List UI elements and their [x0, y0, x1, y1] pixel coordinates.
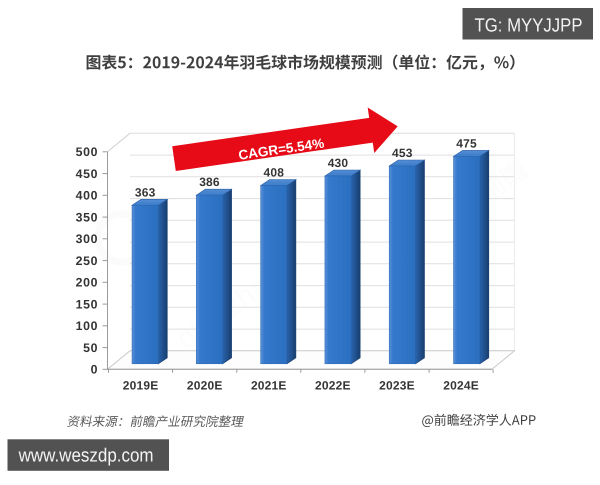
- svg-text:453: 453: [392, 146, 413, 160]
- svg-text:100: 100: [76, 319, 99, 333]
- svg-text:500: 500: [76, 145, 99, 159]
- svg-text:50: 50: [83, 341, 98, 355]
- svg-text:TG: MYYJJPP: TG: MYYJJPP: [475, 16, 583, 37]
- svg-text:2022E: 2022E: [315, 379, 351, 393]
- svg-text:150: 150: [76, 297, 99, 311]
- svg-text:475: 475: [456, 136, 477, 150]
- svg-text:450: 450: [76, 167, 99, 181]
- svg-text:2019E: 2019E: [123, 379, 159, 393]
- svg-text:408: 408: [263, 166, 284, 180]
- svg-text:200: 200: [76, 276, 99, 290]
- svg-text:0: 0: [91, 363, 99, 377]
- svg-text:400: 400: [76, 189, 99, 203]
- svg-text:2021E: 2021E: [251, 379, 287, 393]
- svg-text:350: 350: [76, 210, 99, 224]
- svg-text:430: 430: [328, 156, 349, 170]
- svg-text:2020E: 2020E: [187, 379, 223, 393]
- svg-text:2023E: 2023E: [379, 379, 415, 393]
- svg-text:250: 250: [76, 254, 99, 268]
- svg-text:386: 386: [199, 175, 220, 189]
- svg-text:300: 300: [76, 232, 99, 246]
- svg-text:363: 363: [135, 185, 156, 199]
- svg-text:www.weszdp.com: www.weszdp.com: [18, 446, 154, 467]
- svg-text:2024E: 2024E: [443, 379, 479, 393]
